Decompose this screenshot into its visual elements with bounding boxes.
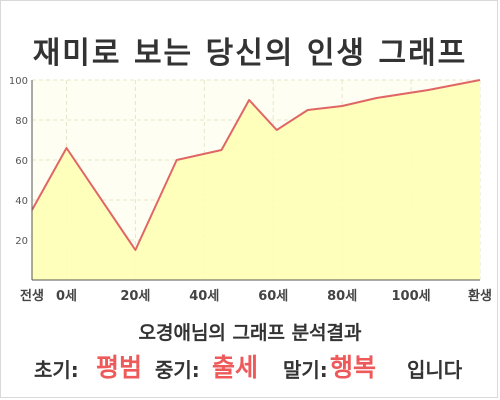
- x-tick-label: 80세: [327, 289, 357, 304]
- x-tick-label: 환생: [468, 288, 492, 304]
- area-fill: [32, 80, 480, 280]
- x-tick-label: 60세: [258, 289, 288, 304]
- early-value: 평범: [96, 353, 143, 382]
- y-tick-label: 80: [15, 116, 28, 127]
- y-tick-label: 100: [9, 76, 28, 87]
- late-value: 행복: [330, 353, 377, 382]
- x-tick-label: 0세: [56, 289, 77, 304]
- analysis-summary: 오경애님의 그래프 분석결과: [138, 322, 362, 344]
- mid-label: 중기:: [155, 358, 200, 382]
- x-tick-label: 20세: [120, 289, 150, 304]
- result-suffix: 입니다: [407, 358, 463, 382]
- x-tick-label: 40세: [189, 289, 219, 304]
- y-tick-label: 20: [15, 236, 28, 247]
- y-tick-label: 40: [15, 196, 28, 207]
- series-line: [31, 79, 481, 251]
- early-label: 초기:: [34, 358, 79, 382]
- result-line: 초기: 평범 중기: 출세 말기: 행복 입니다: [0, 346, 500, 382]
- x-tick-label: 100세: [392, 289, 431, 304]
- y-tick-label: 60: [15, 156, 28, 167]
- x-tick-label: 전생: [20, 288, 44, 304]
- page-title: 재미로 보는 당신의 인생 그래프: [32, 36, 468, 71]
- mid-value: 출세: [212, 353, 259, 382]
- tick-labels: 20 40 60 80 100 전생 0세 20세 40세 60세 80세 100세 환생: [9, 76, 492, 304]
- late-label: 말기:: [283, 358, 328, 382]
- axes: [31, 80, 480, 281]
